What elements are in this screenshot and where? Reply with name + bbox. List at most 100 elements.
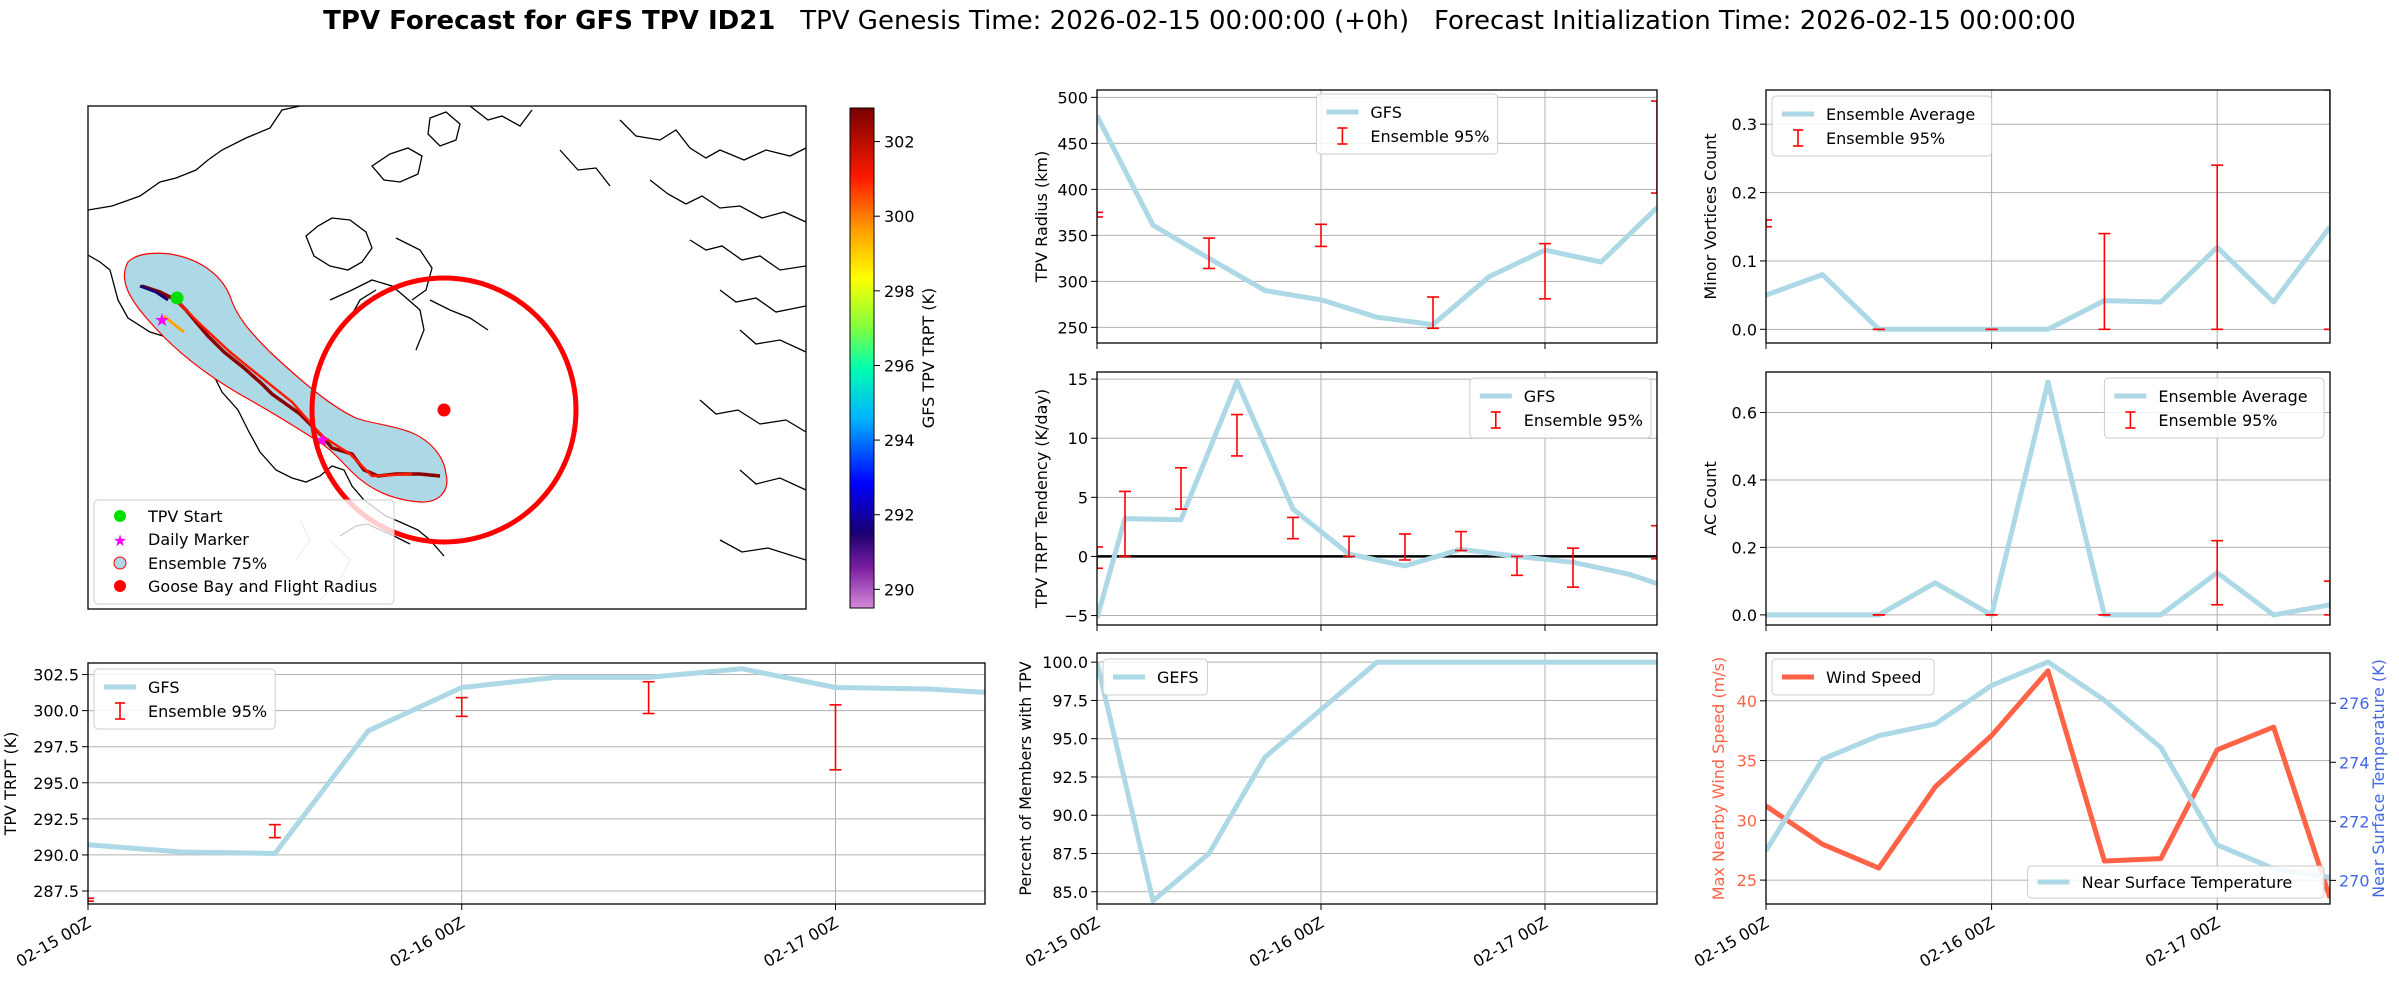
y-tick-label: 40 bbox=[1737, 692, 1757, 711]
legend: Ensemble Average Ensemble 95% bbox=[1771, 95, 1993, 157]
legend-label: GFS bbox=[1370, 103, 1401, 122]
errorbar bbox=[1343, 535, 1355, 558]
errorbar bbox=[1651, 524, 1657, 560]
y-tick-label: 0.3 bbox=[1732, 115, 1757, 134]
errorbar bbox=[1511, 555, 1523, 577]
colorbar-gradient bbox=[849, 107, 875, 609]
y-axis-label-right: Near Surface Temperature (K) bbox=[2369, 659, 2388, 898]
map-frame bbox=[87, 105, 807, 610]
colorbar-tick-label: 300 bbox=[884, 207, 915, 226]
map-legend: TPV Start ★ Daily Marker Ensemble 75% Go… bbox=[93, 499, 395, 605]
errorbar bbox=[268, 823, 281, 839]
legend-goose-bay-icon bbox=[114, 580, 126, 592]
y-tick-label: 290.0 bbox=[33, 846, 79, 865]
plot-frame bbox=[1096, 652, 1658, 905]
errorbar bbox=[1651, 100, 1657, 194]
colorbar-tick-label: 298 bbox=[884, 282, 915, 301]
colorbar-ticks: 290 292 294 296 298 300 302 bbox=[874, 133, 915, 599]
x-tick-label: 02-17 00Z bbox=[1470, 913, 1551, 971]
legend-box bbox=[1469, 377, 1652, 439]
plot-area bbox=[1766, 659, 2330, 899]
series-line bbox=[1097, 659, 1657, 904]
daily-marker-star-1: ★ bbox=[154, 310, 170, 331]
errorbar bbox=[2211, 164, 2224, 331]
y-tick-label: 400 bbox=[1057, 180, 1088, 199]
y-tick-label: 500 bbox=[1057, 88, 1088, 107]
y-axis-label: TPV TRPT (K) bbox=[1, 732, 20, 837]
y-tick-label: 0.1 bbox=[1732, 252, 1757, 271]
legend: Ensemble Average Ensemble 95% bbox=[2103, 377, 2325, 439]
plot-area bbox=[88, 666, 985, 902]
errorbar bbox=[1231, 413, 1243, 457]
plot-frame bbox=[1096, 371, 1658, 626]
y-tick-label: 92.5 bbox=[1052, 768, 1088, 787]
y-tick-label: 0.2 bbox=[1732, 184, 1757, 203]
legend-start-icon bbox=[114, 510, 126, 522]
y-tick-label: 287.5 bbox=[33, 882, 79, 901]
chart-tendency: −5 0 5 10 15 TPV TRPT Tendency (K/day) GFS Ense… bbox=[1032, 370, 1658, 631]
y-axis-label: TPV Radius (km) bbox=[1032, 151, 1051, 284]
y-tick-label: 87.5 bbox=[1052, 844, 1088, 863]
plot-area bbox=[1097, 100, 1657, 330]
series-line bbox=[1766, 225, 2330, 332]
legend-label: Ensemble Average bbox=[1826, 105, 1975, 124]
y-tick-label: 302.5 bbox=[33, 666, 79, 685]
legend: Wind Speed bbox=[1771, 658, 1935, 696]
y-tick-label: 85.0 bbox=[1052, 883, 1088, 902]
legend: GEFS bbox=[1102, 658, 1208, 696]
y-tick-label: 0.6 bbox=[1732, 403, 1757, 422]
x-tick-label: 02-15 00Z bbox=[13, 913, 94, 971]
legend-box bbox=[93, 668, 276, 730]
x-tick-label: 02-17 00Z bbox=[760, 913, 841, 971]
errorbar bbox=[1567, 547, 1579, 588]
errorbar bbox=[2098, 232, 2111, 331]
y-tick-label: 35 bbox=[1737, 752, 1757, 771]
legend-label: GFS bbox=[148, 678, 179, 697]
y-tick-label: 25 bbox=[1737, 871, 1757, 890]
y-tick-label: 30 bbox=[1737, 811, 1757, 830]
y-tick-label: 292.5 bbox=[33, 810, 79, 829]
errorbar bbox=[1766, 219, 1772, 228]
init-time: Forecast Initialization Time: 2026-02-15… bbox=[1433, 6, 2076, 36]
y-tick-label: 350 bbox=[1057, 226, 1088, 245]
tpv-track-mid bbox=[163, 314, 185, 334]
chart-wind: 25 30 35 40 Max Nearby Wind Speed (m/s) 270 27… bbox=[1691, 652, 2388, 971]
figure-title-main: TPV Forecast for GFS TPV ID21 bbox=[323, 6, 776, 36]
legend-label: Ensemble 95% bbox=[1524, 411, 1643, 430]
series-line bbox=[1097, 379, 1657, 619]
errorbar bbox=[455, 696, 468, 718]
legend-box bbox=[1771, 95, 1993, 157]
legend-label: Wind Speed bbox=[1826, 668, 1921, 687]
legend-label: GFS bbox=[1524, 387, 1555, 406]
y-tick-label: 10 bbox=[1068, 429, 1088, 448]
y-tick-label: 97.5 bbox=[1052, 691, 1088, 710]
chart-radius: 250 300 350 400 450 500 TPV Radius (km) GFS Ense… bbox=[1032, 88, 1658, 349]
y-axis-label: TPV TRPT Tendency (K/day) bbox=[1032, 389, 1051, 609]
legend-label: Ensemble 95% bbox=[148, 702, 267, 721]
legend-ensemble-icon bbox=[113, 556, 127, 570]
y-tick-label: −5 bbox=[1064, 607, 1088, 626]
errorbar bbox=[2324, 90, 2330, 331]
legend-ensemble-75: Ensemble 75% bbox=[148, 554, 267, 573]
flight-radius-circle bbox=[309, 275, 579, 545]
legend: GFS Ensemble 95% bbox=[93, 668, 276, 730]
plot-frame bbox=[1765, 371, 2331, 626]
y-axis-label: Percent of Members with TPV bbox=[1016, 661, 1035, 895]
legend-box bbox=[1102, 658, 1208, 696]
map-legend-box bbox=[93, 499, 395, 605]
y-tick-label: 90.0 bbox=[1052, 806, 1088, 825]
plot-area bbox=[1766, 379, 2330, 618]
errorbar bbox=[1203, 237, 1215, 270]
errorbar bbox=[1455, 530, 1467, 552]
y-tick-label: 5 bbox=[1078, 488, 1088, 507]
errorbar bbox=[1427, 296, 1439, 330]
y-tick-label: 100.0 bbox=[1042, 653, 1088, 672]
series-line bbox=[1097, 114, 1657, 328]
y-tick-label-right: 270 bbox=[2339, 871, 2370, 890]
errorbar bbox=[829, 704, 842, 771]
plot-frame bbox=[1765, 89, 2331, 344]
errorbar bbox=[1097, 211, 1103, 218]
errorbar bbox=[1287, 516, 1299, 540]
legend-label: Ensemble 95% bbox=[1826, 129, 1945, 148]
